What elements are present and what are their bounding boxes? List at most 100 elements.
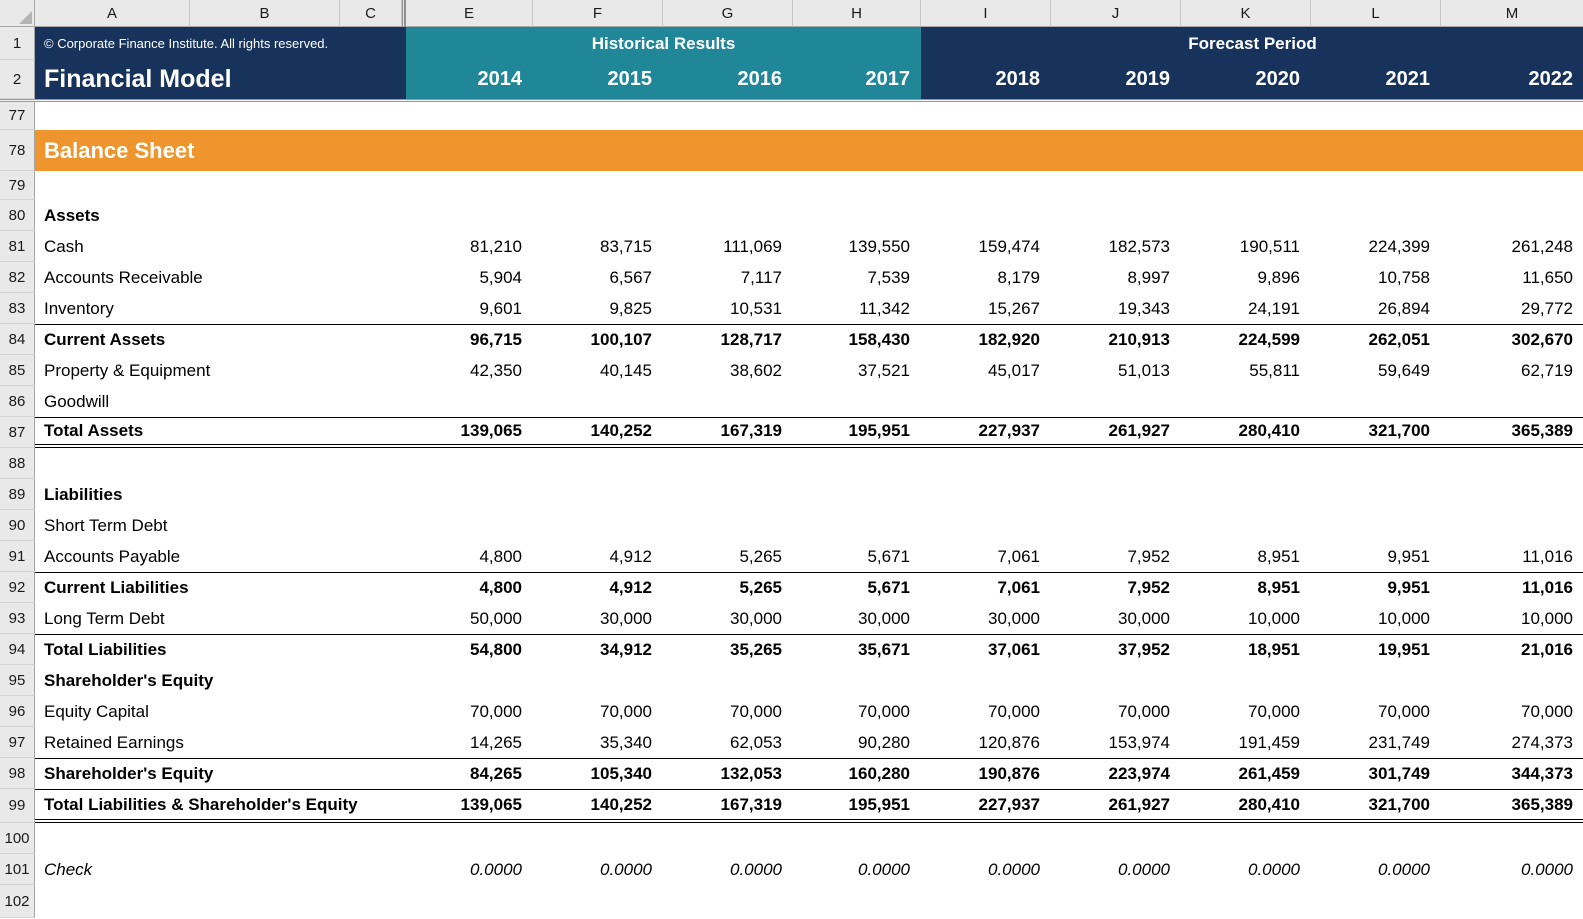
value-cell[interactable] [1441,448,1583,479]
value-cell[interactable]: 139,065 [460,794,522,814]
row-label-cell[interactable]: Check [44,859,93,879]
value-cell[interactable]: 261,927 [1108,794,1170,814]
row-label-cell[interactable]: Accounts Receivable [44,267,203,287]
value-cell[interactable] [533,171,663,200]
value-cell[interactable]: 70,000 [470,701,522,721]
value-cell[interactable]: 10,000 [1378,608,1430,628]
value-cell[interactable] [793,200,921,231]
value-cell[interactable] [663,885,793,918]
value-cell[interactable] [663,200,793,231]
value-cell[interactable] [921,448,1051,479]
value-cell[interactable]: 0.0000 [1521,859,1573,879]
value-cell[interactable]: 190,876 [978,764,1040,783]
value-cell[interactable]: 105,340 [590,764,652,783]
value-cell[interactable]: 9,601 [479,298,522,318]
value-cell[interactable]: 35,340 [600,732,652,752]
column-header-a[interactable]: A [35,0,190,27]
value-cell[interactable] [1051,823,1181,854]
year-cell-2020[interactable]: 2020 [1181,60,1311,99]
value-cell[interactable] [921,102,1051,130]
row-label-cell[interactable]: Liabilities [44,484,123,504]
value-cell[interactable]: 37,521 [858,360,910,380]
value-cell[interactable] [406,448,533,479]
value-cell[interactable] [533,102,663,130]
row-number[interactable]: 89 [0,479,35,510]
row-label-cell[interactable]: Assets [44,205,100,225]
value-cell[interactable]: 167,319 [720,794,782,814]
row-number[interactable]: 1 [0,27,35,60]
value-cell[interactable]: 182,573 [1108,236,1170,256]
column-header-m[interactable]: M [1441,0,1583,27]
value-cell[interactable] [921,479,1051,510]
value-cell[interactable] [1181,386,1311,417]
row-number[interactable]: 101 [0,854,35,885]
select-all-corner[interactable] [0,0,35,27]
value-cell[interactable]: 9,896 [1257,267,1300,287]
value-cell[interactable]: 29,772 [1521,298,1573,318]
value-cell[interactable] [1181,665,1311,696]
row-label-cell[interactable] [35,171,406,200]
value-cell[interactable] [1311,665,1441,696]
value-cell[interactable]: 38,602 [730,360,782,380]
row-label-cell[interactable]: Goodwill [44,391,110,411]
value-cell[interactable]: 132,053 [720,764,782,783]
value-cell[interactable]: 0.0000 [1248,859,1300,879]
value-cell[interactable]: 160,280 [848,764,910,783]
year-cell-2016[interactable]: 2016 [663,60,793,99]
value-cell[interactable]: 30,000 [1118,608,1170,628]
value-cell[interactable] [921,823,1051,854]
value-cell[interactable] [921,386,1051,417]
value-cell[interactable] [921,665,1051,696]
row-label-cell[interactable]: Long Term Debt [44,608,165,628]
row-label-cell[interactable]: Total Liabilities & Shareholder's Equity [44,794,358,814]
value-cell[interactable] [921,171,1051,200]
value-cell[interactable]: 120,876 [978,732,1040,752]
value-cell[interactable]: 182,920 [978,330,1040,349]
value-cell[interactable] [1051,448,1181,479]
row-number[interactable]: 97 [0,727,35,758]
value-cell[interactable] [1181,510,1311,541]
value-cell[interactable] [1181,479,1311,510]
value-cell[interactable]: 139,550 [848,236,910,256]
value-cell[interactable]: 7,061 [997,578,1040,597]
row-number[interactable]: 82 [0,262,35,293]
value-cell[interactable]: 5,671 [867,578,910,597]
value-cell[interactable]: 70,000 [600,701,652,721]
value-cell[interactable] [406,823,533,854]
value-cell[interactable]: 50,000 [470,608,522,628]
value-cell[interactable]: 5,904 [479,267,522,287]
value-cell[interactable]: 227,937 [978,421,1040,440]
year-cell-2019[interactable]: 2019 [1051,60,1181,99]
row-number[interactable]: 96 [0,696,35,727]
year-cell-2022[interactable]: 2022 [1441,60,1583,99]
value-cell[interactable]: 7,061 [997,546,1040,566]
value-cell[interactable]: 0.0000 [600,859,652,879]
value-cell[interactable] [921,885,1051,918]
value-cell[interactable]: 301,749 [1368,764,1430,783]
value-cell[interactable]: 10,000 [1521,608,1573,628]
value-cell[interactable]: 9,951 [1387,546,1430,566]
value-cell[interactable]: 11,342 [859,298,910,318]
value-cell[interactable] [1441,171,1583,200]
value-cell[interactable]: 210,913 [1108,330,1170,349]
column-header-c[interactable]: C [340,0,402,27]
value-cell[interactable]: 14,265 [470,732,522,752]
value-cell[interactable] [533,885,663,918]
value-cell[interactable] [793,823,921,854]
value-cell[interactable] [1051,102,1181,130]
value-cell[interactable]: 59,649 [1378,360,1430,380]
row-label-cell[interactable] [35,448,406,479]
value-cell[interactable] [1441,885,1583,918]
value-cell[interactable]: 54,800 [470,640,522,659]
value-cell[interactable] [533,479,663,510]
value-cell[interactable]: 128,717 [720,330,782,349]
column-header-e[interactable]: E [406,0,533,27]
row-label-cell[interactable] [35,885,406,918]
value-cell[interactable] [533,823,663,854]
value-cell[interactable]: 45,017 [988,360,1040,380]
value-cell[interactable] [793,448,921,479]
value-cell[interactable]: 139,065 [460,421,522,440]
row-label-cell[interactable]: Total Liabilities [44,640,167,659]
value-cell[interactable] [1051,171,1181,200]
row-number[interactable]: 80 [0,200,35,231]
